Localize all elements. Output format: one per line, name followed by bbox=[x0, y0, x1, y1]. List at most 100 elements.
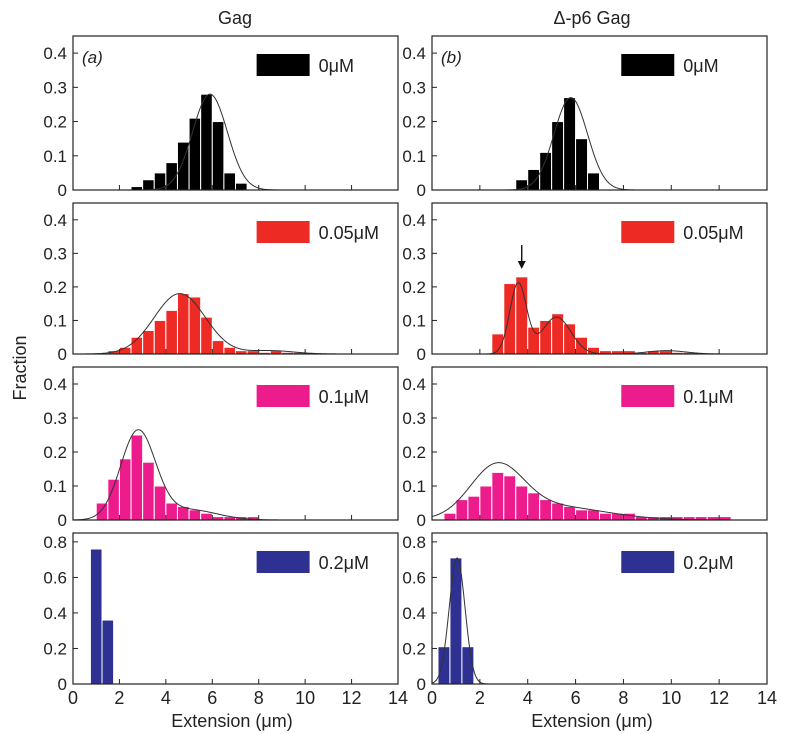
histogram-bar bbox=[142, 179, 155, 191]
histogram-panel: 0 0.1 0.2 0.3 0.4 0.05μM bbox=[402, 202, 768, 364]
histogram-bar bbox=[455, 499, 469, 521]
legend-label: 0μM bbox=[319, 56, 354, 76]
legend-swatch bbox=[621, 221, 675, 243]
y-tick-label: 0.1 bbox=[402, 147, 426, 166]
histogram-bar bbox=[223, 172, 236, 191]
legend-label: 0μM bbox=[683, 56, 718, 76]
y-tick-label: 0.3 bbox=[43, 244, 67, 263]
histogram-bar bbox=[467, 495, 481, 521]
histogram-bar bbox=[176, 293, 190, 355]
histogram-bar bbox=[563, 323, 577, 355]
x-axis-label-right: Extension (μm) bbox=[531, 711, 652, 731]
y-tick-label: 0.3 bbox=[43, 78, 67, 97]
x-tick-label: 8 bbox=[618, 688, 628, 708]
legend-swatch bbox=[256, 54, 310, 76]
histogram-bar bbox=[587, 172, 600, 191]
histogram-bar bbox=[200, 93, 213, 191]
y-tick-label: 0.1 bbox=[402, 311, 426, 330]
y-tick-label: 0.6 bbox=[43, 568, 67, 587]
histogram-bar bbox=[188, 509, 202, 521]
histogram-bar bbox=[479, 485, 493, 521]
histogram-bar bbox=[200, 512, 213, 521]
histogram-bar bbox=[142, 461, 155, 521]
y-tick-label: 0.3 bbox=[43, 409, 67, 428]
histogram-bar bbox=[563, 505, 577, 521]
x-tick-label: 0 bbox=[68, 688, 78, 708]
histogram-bar bbox=[539, 499, 553, 521]
histogram-panel: 0 0.1 0.2 0.3 0.4 0.1μM bbox=[402, 366, 768, 530]
histogram-bar bbox=[599, 512, 612, 521]
legend-swatch bbox=[256, 551, 310, 573]
y-tick-label: 0.6 bbox=[402, 568, 426, 587]
y-tick-label: 0 bbox=[417, 675, 426, 694]
histogram-bar bbox=[211, 340, 225, 355]
x-tick-label: 4 bbox=[161, 688, 171, 708]
y-tick-label: 0.2 bbox=[402, 113, 426, 132]
x-tick-label: 6 bbox=[207, 688, 217, 708]
histogram-bar bbox=[527, 492, 541, 521]
histogram-bar bbox=[153, 485, 167, 521]
histogram-bar bbox=[575, 138, 589, 191]
histogram-panel: 0 0.2 0.4 0.6 0.8 0 2 4 6 8 10 12 14 0.2μM bbox=[43, 532, 408, 708]
histogram-bar bbox=[223, 346, 236, 355]
y-tick-label: 0.4 bbox=[43, 44, 67, 63]
y-tick-label: 0.3 bbox=[402, 409, 426, 428]
histogram-bar bbox=[551, 121, 565, 191]
gaussian-fit-line bbox=[431, 557, 767, 685]
histogram-panel: 0 0.2 0.4 0.6 0.8 0 2 4 6 8 10 12 14 0.2μM bbox=[402, 532, 777, 708]
x-tick-label: 4 bbox=[523, 688, 533, 708]
histogram-bar bbox=[211, 121, 225, 191]
panel-tag: (b) bbox=[441, 48, 462, 67]
histogram-bar bbox=[95, 502, 109, 521]
y-tick-label: 0.1 bbox=[43, 311, 67, 330]
plot-frame bbox=[72, 532, 399, 685]
peak-arrow-head bbox=[517, 261, 526, 269]
y-tick-label: 0.4 bbox=[402, 211, 426, 230]
histogram-panel: 0 0.1 0.2 0.3 0.4 0.05μM bbox=[43, 202, 399, 364]
histogram-bar bbox=[142, 330, 155, 355]
y-tick-label: 0.2 bbox=[402, 278, 426, 297]
legend-label: 0.05μM bbox=[319, 223, 379, 243]
legend-label: 0.1μM bbox=[319, 387, 369, 407]
plot-frame bbox=[431, 366, 768, 521]
histogram-bar bbox=[622, 512, 636, 521]
x-tick-label: 8 bbox=[254, 688, 264, 708]
y-tick-label: 0.2 bbox=[402, 443, 426, 462]
x-tick-label: 0 bbox=[427, 688, 437, 708]
histogram-bar bbox=[491, 471, 505, 521]
y-axis-label: Fraction bbox=[10, 335, 30, 400]
histogram-panel: 0 0.1 0.2 0.3 0.4 0.1μM bbox=[43, 366, 399, 530]
histogram-bar bbox=[130, 434, 144, 521]
x-axis-label-left: Extension (μm) bbox=[171, 711, 292, 731]
y-tick-label: 0.2 bbox=[43, 639, 67, 658]
y-tick-label: 0.4 bbox=[402, 375, 426, 394]
histogram-bar bbox=[539, 151, 553, 191]
legend-label: 0.2μM bbox=[683, 553, 733, 573]
gaussian-fit-line bbox=[432, 282, 767, 355]
histogram-bar bbox=[118, 458, 132, 521]
y-tick-label: 0.1 bbox=[402, 477, 426, 496]
legend-label: 0.05μM bbox=[683, 223, 743, 243]
gaussian-fit-line bbox=[73, 293, 398, 355]
legend-swatch bbox=[256, 221, 310, 243]
legend-swatch bbox=[621, 551, 675, 573]
y-tick-label: 0.4 bbox=[402, 604, 426, 623]
column-title-gag: Gag bbox=[218, 8, 252, 28]
x-tick-label: 12 bbox=[342, 688, 362, 708]
plot-frame bbox=[72, 202, 399, 355]
histogram-bar bbox=[575, 509, 589, 521]
panel-tag: (a) bbox=[82, 48, 103, 67]
histogram-bar bbox=[443, 512, 457, 521]
y-tick-label: 0.8 bbox=[402, 533, 426, 552]
y-tick-label: 0.1 bbox=[43, 147, 67, 166]
histogram-bar bbox=[587, 509, 600, 521]
plot-frame bbox=[72, 35, 399, 191]
y-tick-label: 0 bbox=[417, 511, 426, 530]
y-tick-label: 0 bbox=[417, 181, 426, 200]
histogram-bar bbox=[515, 485, 529, 521]
y-tick-label: 0 bbox=[58, 181, 67, 200]
column-title-dp6-gag: Δ-p6 Gag bbox=[553, 8, 630, 28]
histogram-bar bbox=[235, 182, 248, 191]
x-tick-label: 10 bbox=[295, 688, 315, 708]
